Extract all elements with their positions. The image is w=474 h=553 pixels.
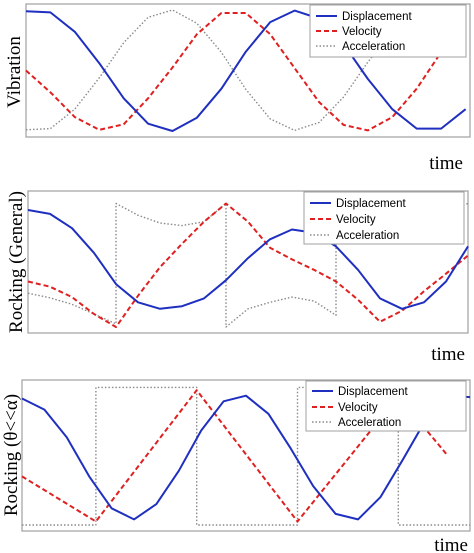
series-velocity-line	[21, 389, 449, 523]
legend-label-displacement: Displacement	[338, 386, 408, 398]
series-layer-rocking-small-angle	[21, 386, 471, 526]
legend-label-velocity: Velocity	[336, 214, 376, 226]
legend-label-acceleration: Acceleration	[338, 417, 401, 429]
x-axis-label-rocking-general: time	[431, 344, 465, 365]
panel-rocking-small-angle: Displacement Velocity Acceleration Rocki…	[1, 379, 471, 553]
legend-label-displacement: Displacement	[336, 198, 406, 210]
panel-vibration: Displacement Velocity Acceleration Vibra…	[4, 3, 471, 174]
legend-label-acceleration: Acceleration	[336, 230, 399, 242]
series-layer-vibration	[25, 9, 467, 132]
panel-rocking-general: Displacement Velocity Acceleration Rocki…	[6, 190, 469, 365]
legend-rocking-small-angle: Displacement Velocity Acceleration	[305, 380, 467, 432]
y-axis-label-rocking-general: Rocking (General)	[6, 191, 27, 333]
legend-label-velocity: Velocity	[342, 26, 382, 38]
y-axis-label-rocking-small-angle: Rocking (θ<<α)	[1, 394, 22, 516]
series-displacement-line	[27, 209, 469, 310]
legend-vibration: Displacement Velocity Acceleration	[309, 4, 467, 58]
x-axis-label-rocking-small-angle: time	[434, 535, 468, 553]
series-acceleration-line	[22, 386, 470, 526]
series-acceleration-line	[25, 9, 467, 132]
legend-label-displacement: Displacement	[342, 11, 412, 23]
series-displacement-line	[21, 394, 471, 521]
legend-rocking-general: Displacement Velocity Acceleration	[303, 191, 465, 245]
x-axis-label-vibration: time	[429, 153, 463, 174]
y-axis-label-vibration: Vibration	[4, 36, 25, 108]
legend-label-velocity: Velocity	[338, 402, 378, 414]
series-displacement-line	[25, 9, 467, 132]
legend-label-acceleration: Acceleration	[342, 41, 405, 53]
series-velocity-line	[27, 202, 469, 328]
